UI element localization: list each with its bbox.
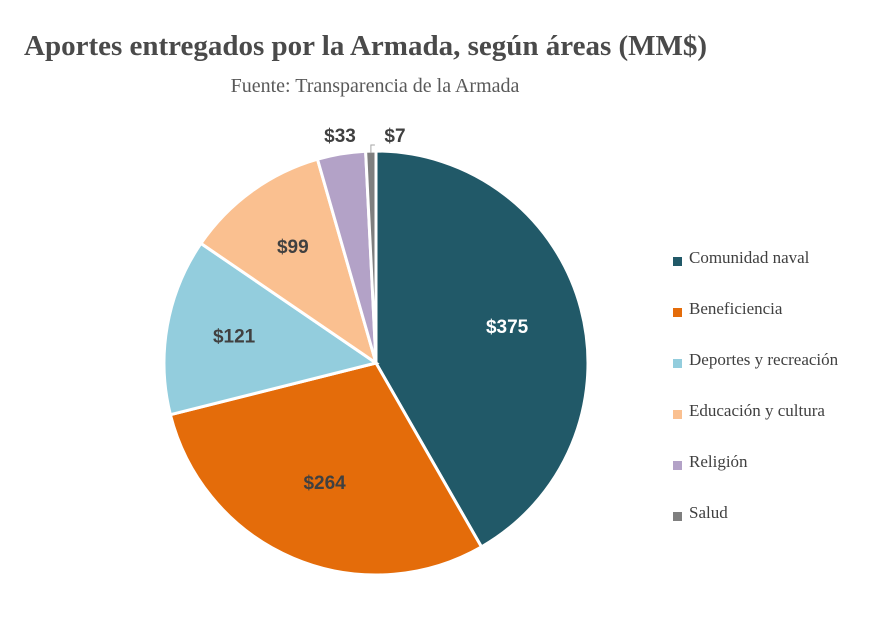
legend-label: Deportes y recreación bbox=[689, 350, 839, 369]
leader-line-salud bbox=[370, 144, 375, 154]
pie-slice-educacion-y-cultura bbox=[198, 157, 379, 367]
data-label-deportes-y-recreacion: $121 bbox=[213, 327, 256, 348]
legend-swatch bbox=[673, 308, 682, 317]
legend-label: Salud bbox=[689, 503, 728, 522]
legend-swatch bbox=[673, 512, 682, 521]
data-label-beneficiencia: $264 bbox=[303, 473, 346, 494]
legend-label: Religión bbox=[689, 452, 748, 471]
legend-label: Educación y cultura bbox=[689, 401, 825, 420]
chart-subtitle: Fuente: Transparencia de la Armada bbox=[230, 75, 520, 97]
pie-slice-comunidad-naval bbox=[374, 149, 590, 549]
legend-swatch bbox=[673, 410, 682, 419]
data-label-comunidad-naval: $375 bbox=[486, 317, 529, 338]
legend-label: Comunidad naval bbox=[689, 248, 810, 267]
data-label-religion: $33 bbox=[324, 126, 356, 147]
legend-swatch bbox=[673, 359, 682, 368]
data-label-salud: $7 bbox=[384, 126, 405, 147]
legend-label: Beneficiencia bbox=[689, 299, 783, 318]
data-label-educacion-y-cultura: $99 bbox=[277, 237, 309, 258]
pie-slice-deportes-y-recreacion bbox=[162, 241, 380, 417]
legend-swatch bbox=[673, 461, 682, 470]
pie-slice-beneficiencia bbox=[168, 361, 484, 577]
legend-swatch bbox=[673, 257, 682, 266]
chart-title: Aportes entregados por la Armada, según … bbox=[24, 30, 708, 62]
